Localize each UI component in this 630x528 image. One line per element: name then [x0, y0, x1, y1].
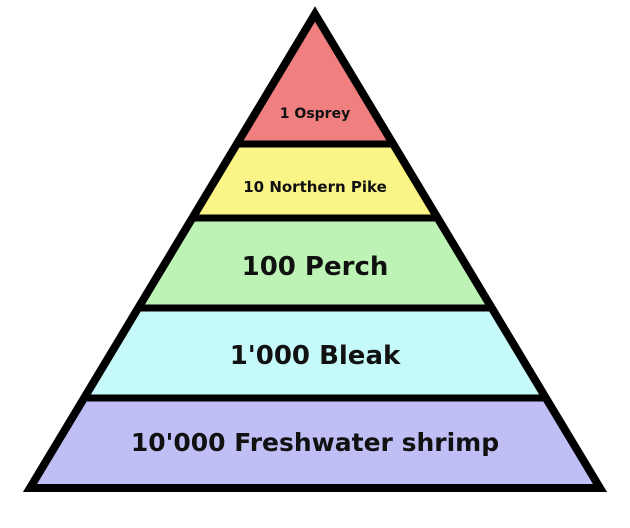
labels-layer: 1 Osprey 10 Northern Pike 100 Perch 1'000 B… — [131, 106, 499, 457]
tier-label-4: 1'000 Bleak — [230, 341, 401, 371]
tier-label-5: 10'000 Freshwater shrimp — [131, 428, 499, 457]
tier-label-1: 1 Osprey — [280, 106, 350, 122]
pyramid-outline — [22, 6, 608, 492]
tiers-layer — [23, 7, 607, 492]
tier-label-3: 100 Perch — [242, 252, 389, 282]
tier-label-2: 10 Northern Pike — [243, 178, 387, 196]
pyramid-tier-1 — [230, 7, 400, 148]
